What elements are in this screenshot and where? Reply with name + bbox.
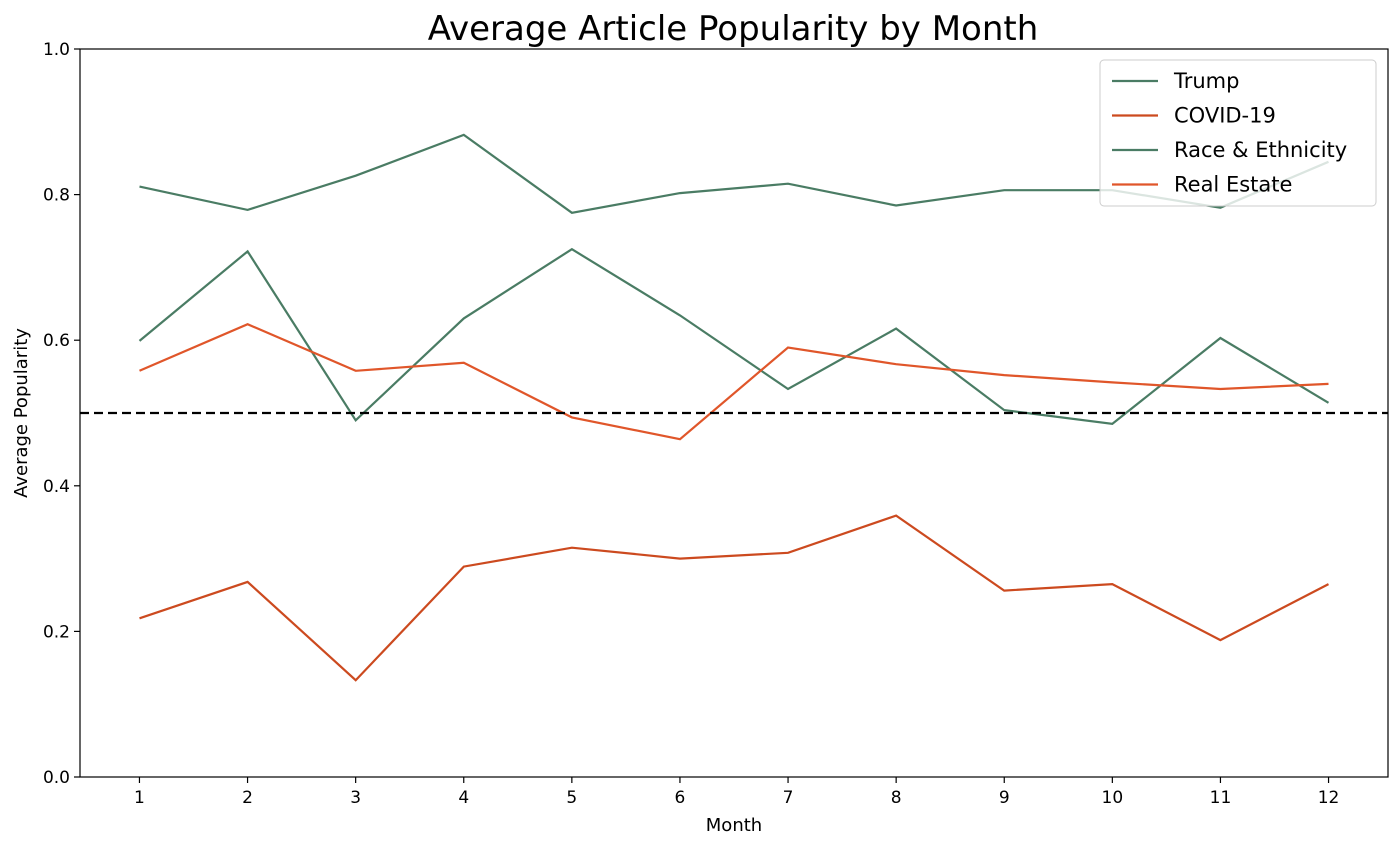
y-axis-label: Average Popularity <box>11 328 32 498</box>
y-tick-label: 0.0 <box>43 768 70 788</box>
x-tick-label: 4 <box>458 788 469 808</box>
series-line-2 <box>138 247 1330 426</box>
x-tick-label: 9 <box>999 788 1010 808</box>
chart-title: Average Article Popularity by Month <box>428 9 1039 49</box>
legend-label-0: Trump <box>1173 69 1239 93</box>
legend-box <box>1099 59 1377 207</box>
x-tick-label: 8 <box>891 788 902 808</box>
x-tick-label: 5 <box>566 788 577 808</box>
legend-label-1: COVID-19 <box>1174 104 1276 128</box>
y-tick-label: 0.6 <box>43 331 70 351</box>
x-tick-label: 6 <box>675 788 686 808</box>
series-line-3 <box>139 323 1329 441</box>
y-tick-label: 1.0 <box>43 40 70 60</box>
legend-label-2: Race & Ethnicity <box>1174 138 1347 162</box>
y-tick-label: 0.2 <box>43 622 70 642</box>
x-tick-label: 10 <box>1102 788 1124 808</box>
x-tick-label: 3 <box>350 788 361 808</box>
x-tick-label: 2 <box>242 788 253 808</box>
x-tick-label: 11 <box>1210 788 1232 808</box>
y-tick-label: 0.4 <box>43 477 70 497</box>
x-axis-label: Month <box>706 815 762 836</box>
x-tick-label: 7 <box>783 788 794 808</box>
legend-label-3: Real Estate <box>1174 173 1292 197</box>
series-line-1 <box>139 514 1330 682</box>
x-tick-label: 12 <box>1318 788 1340 808</box>
x-tick-label: 1 <box>134 788 145 808</box>
y-tick-label: 0.8 <box>43 186 70 206</box>
